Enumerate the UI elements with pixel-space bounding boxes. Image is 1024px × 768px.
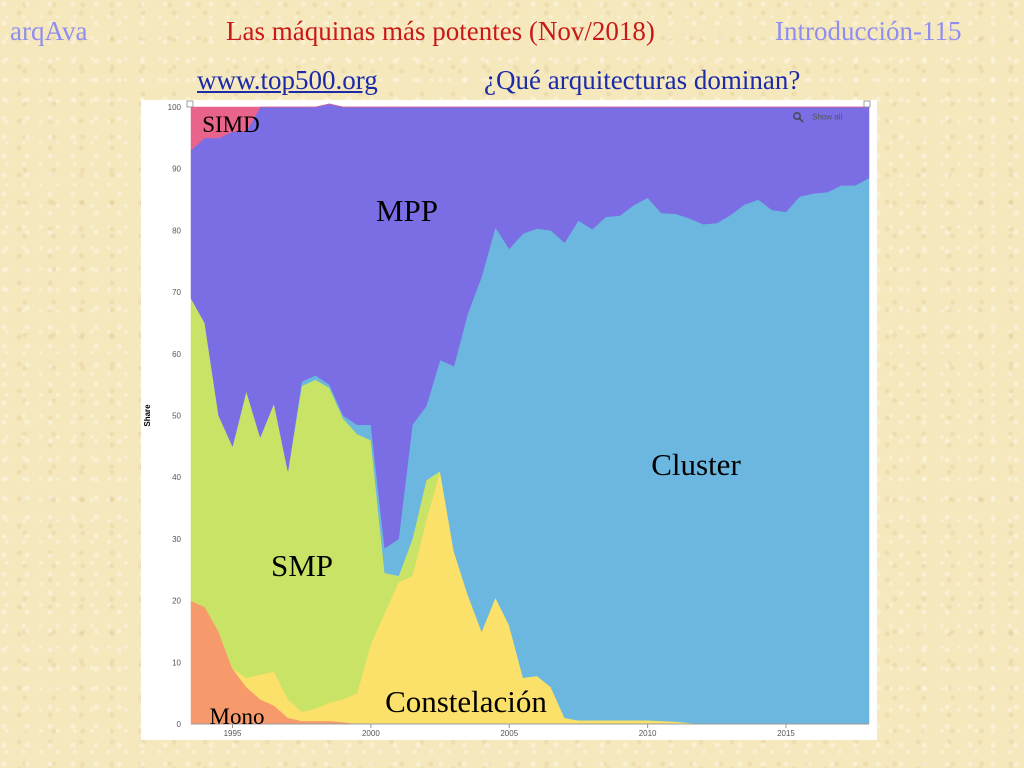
top500-link[interactable]: www.top500.org [197, 65, 378, 95]
label-simd: SIMD [202, 112, 260, 137]
x-tick-label: 2000 [362, 729, 380, 738]
x-tick-label: 1995 [224, 729, 242, 738]
y-tick-label: 30 [172, 535, 181, 544]
slide-question: ¿Qué arquitecturas dominan? [484, 65, 801, 95]
y-axis-title: Share [143, 404, 152, 427]
y-tick-label: 50 [172, 412, 181, 421]
course-name: arqAva [10, 16, 88, 46]
y-tick-label: 60 [172, 350, 181, 359]
y-tick-label: 100 [168, 103, 182, 112]
magnifier-handle [798, 117, 804, 123]
x-tick-label: 2005 [500, 729, 518, 738]
y-tick-label: 40 [172, 473, 181, 482]
x-tick-label: 2010 [639, 729, 657, 738]
y-tick-label: 10 [172, 658, 181, 667]
zoom-handle-right[interactable] [863, 100, 871, 108]
label-smp: SMP [271, 548, 333, 583]
y-tick-label: 20 [172, 597, 181, 606]
y-tick-label: 90 [172, 165, 181, 174]
y-tick-label: 0 [177, 720, 182, 729]
label-constelacion: Constelación [385, 684, 547, 719]
y-tick-label: 70 [172, 288, 181, 297]
y-tick-label: 80 [172, 226, 181, 235]
label-cluster: Cluster [651, 447, 741, 482]
label-mono: Mono [210, 704, 265, 729]
slide-title: Las máquinas más potentes (Nov/2018) [226, 16, 655, 46]
show-all-button[interactable]: Show all [812, 113, 842, 122]
x-tick-label: 2015 [777, 729, 795, 738]
magnifier-icon[interactable] [793, 112, 801, 120]
area-simd [190, 103, 869, 151]
label-mpp: MPP [376, 193, 438, 228]
zoom-handle-left[interactable] [186, 100, 194, 108]
slide-section: Introducción-115 [775, 16, 962, 46]
